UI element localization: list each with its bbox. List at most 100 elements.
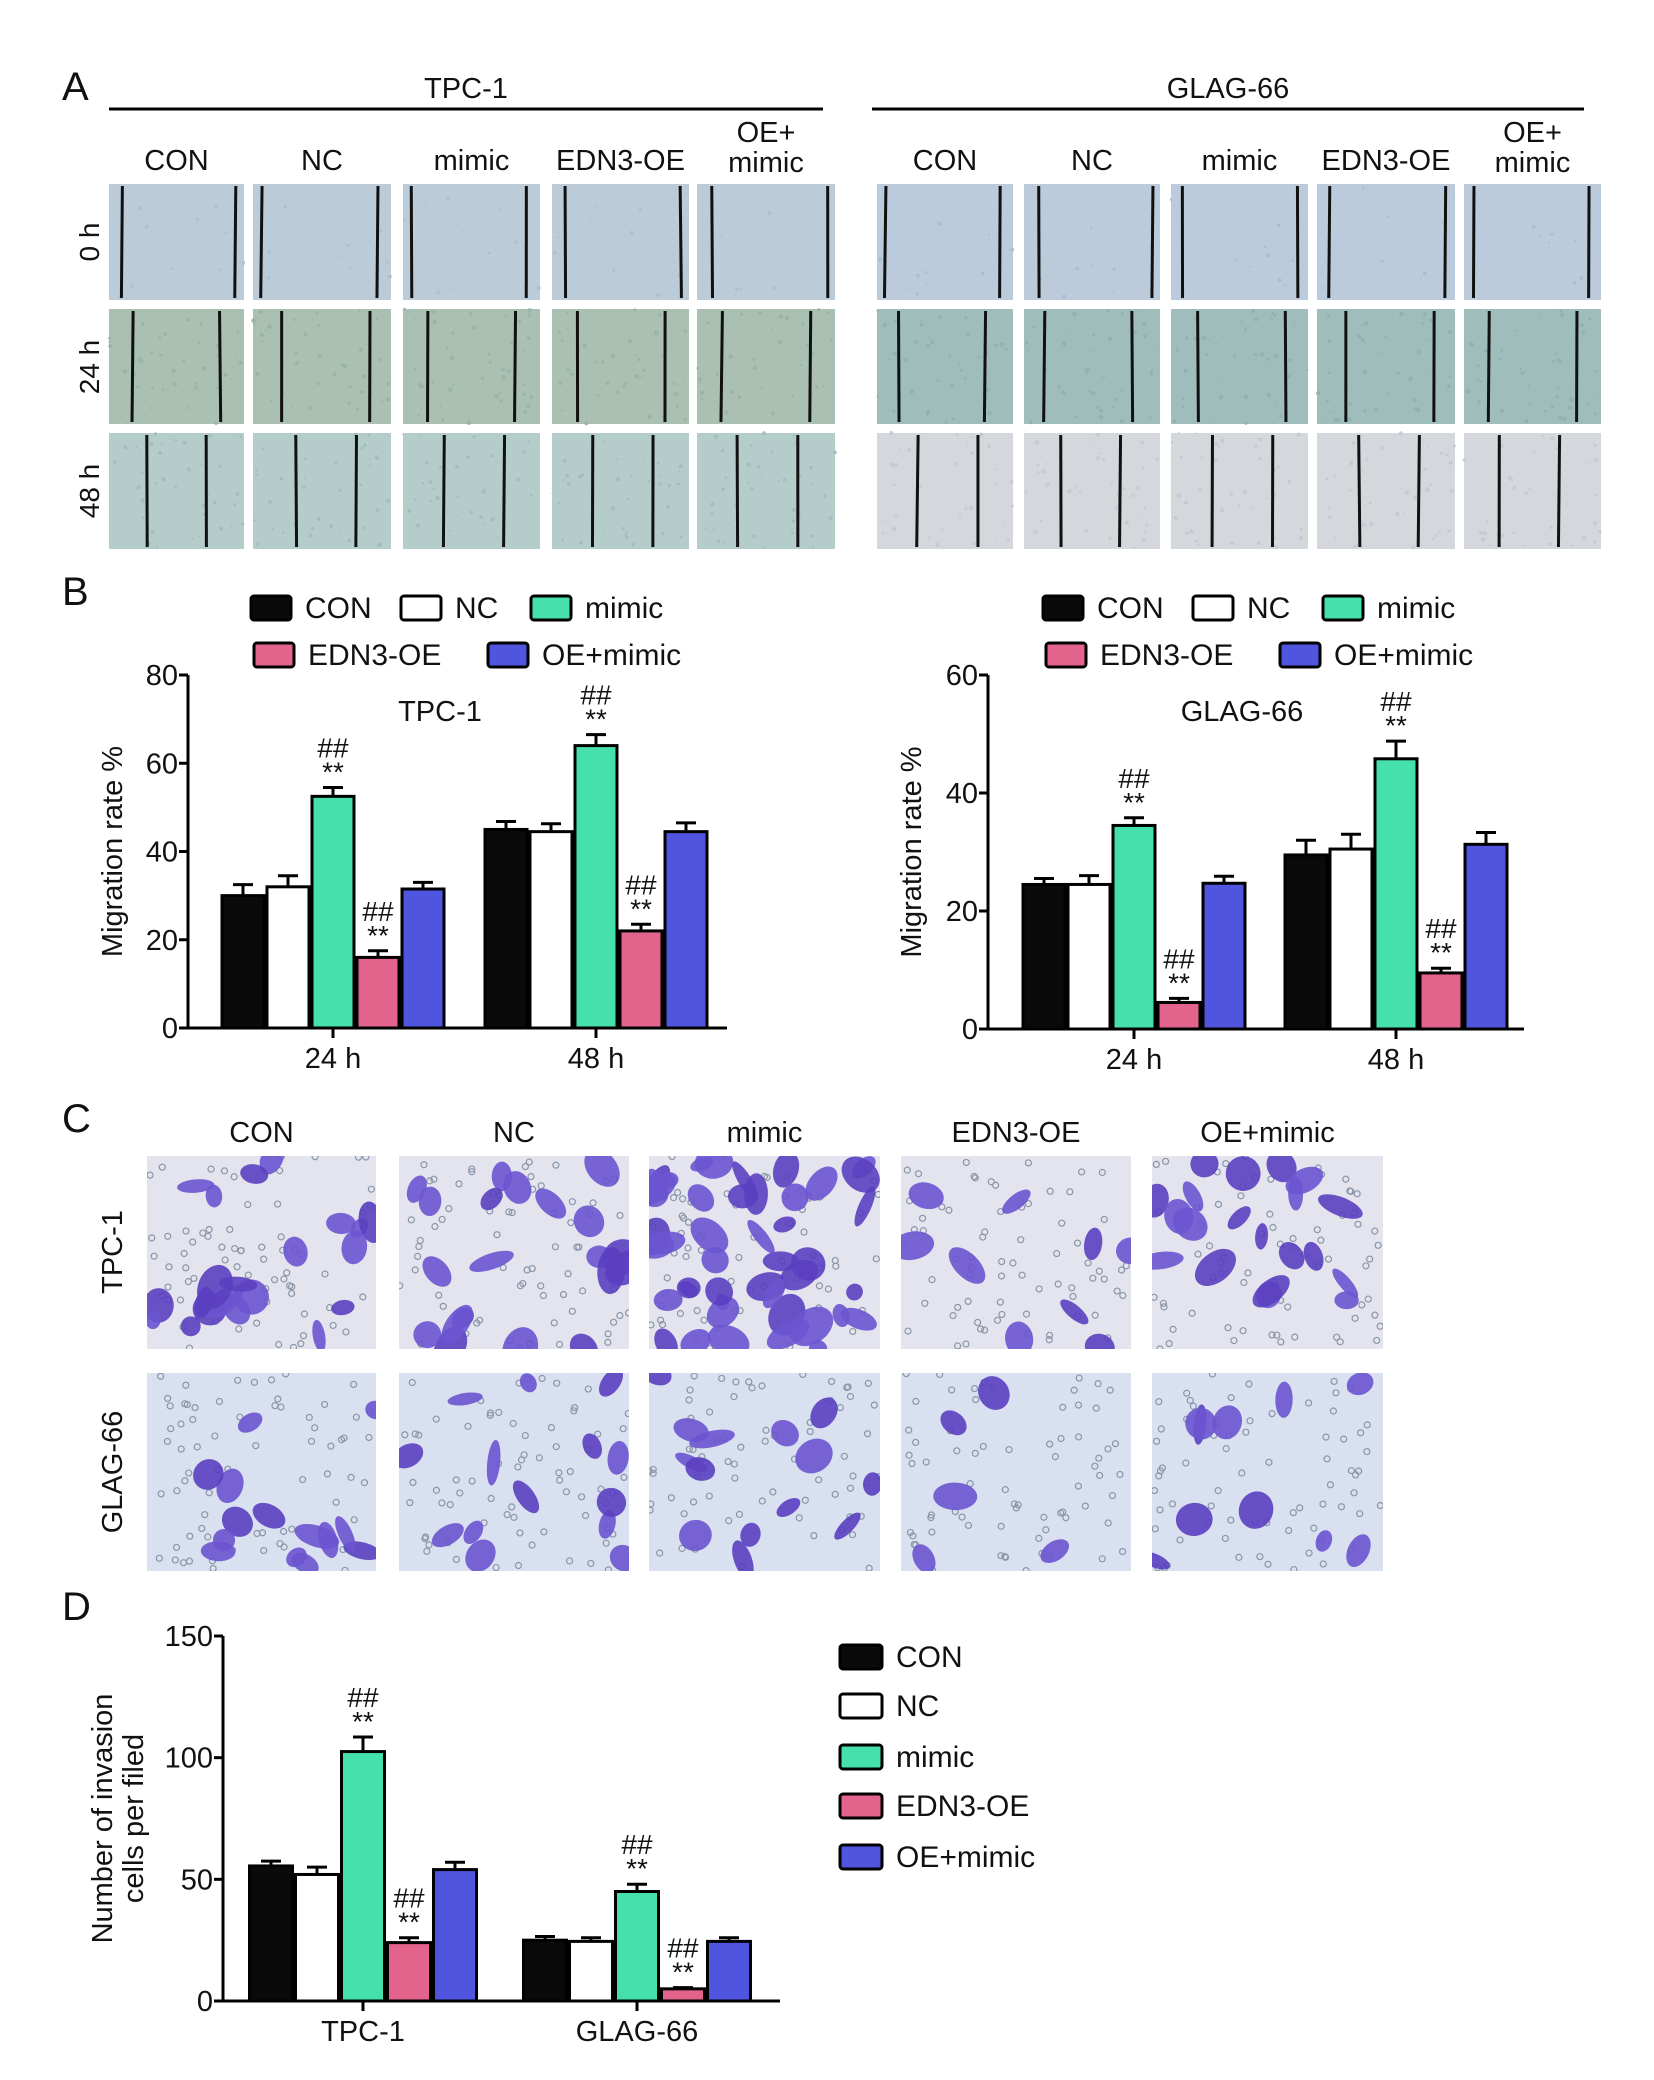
legend-swatch	[838, 1792, 884, 1820]
panel-label-c: C	[62, 1097, 91, 1141]
wound-micrograph	[403, 307, 540, 425]
bar-con	[1283, 853, 1329, 1031]
legend-label: EDN3-OE	[308, 639, 441, 672]
wound-micrograph	[551, 433, 689, 549]
group-header: OE+ mimic	[1495, 117, 1571, 179]
wound-micrograph	[1170, 432, 1308, 550]
legend-swatch	[1044, 641, 1088, 669]
panel-label-b: B	[62, 570, 89, 614]
transwell-micrograph	[1152, 1156, 1383, 1349]
bar-nc	[568, 1939, 614, 2003]
significance-mark: ## **	[393, 1883, 425, 1938]
y-tick-label: 50	[181, 1864, 213, 1896]
wound-edge-line	[1150, 185, 1155, 299]
wound-micrograph	[109, 432, 245, 549]
bar-mimic	[340, 1750, 386, 2003]
legend-label: OE+mimic	[1334, 639, 1473, 672]
wound-edge-line	[513, 310, 518, 423]
transwell-row-label: GLAG-66	[97, 1411, 129, 1534]
wound-micrograph	[253, 184, 392, 300]
transwell-micrograph	[901, 1156, 1131, 1349]
legend-swatch	[838, 1743, 884, 1771]
wound-micrograph	[1317, 431, 1456, 549]
wound-edge-line	[1416, 434, 1421, 548]
legend-swatch	[838, 1643, 884, 1671]
transwell-row-label: TPC-1	[97, 1210, 129, 1294]
transwell-micrograph	[147, 1156, 376, 1349]
bar-con	[483, 827, 529, 1030]
y-tick-label: 0	[162, 1013, 178, 1045]
transwell-column-header: mimic	[727, 1117, 803, 1149]
wound-edge-line	[233, 185, 238, 299]
panel-c-transwell: CON NC mimic EDN3-OE OE+mimic TPC-1 GLAG-66	[97, 1117, 1383, 1571]
wound-edge-line	[1486, 310, 1491, 423]
wound-edge-line	[1042, 310, 1047, 423]
x-tick-label: GLAG-66	[576, 2016, 699, 2048]
wound-edge-line	[130, 310, 135, 423]
bar-mimic	[614, 1890, 660, 2003]
wound-edge-line	[259, 185, 264, 299]
wound-edge-line	[808, 310, 813, 423]
y-tick-label: 80	[146, 660, 178, 692]
group-header: CON	[144, 145, 208, 177]
wound-edge-line	[441, 434, 446, 548]
group-header: EDN3-OE	[556, 145, 685, 177]
wound-micrograph	[877, 184, 1015, 300]
y-tick-label: 40	[946, 778, 978, 810]
wound-micrograph	[1024, 309, 1160, 425]
legend-label: NC	[455, 592, 498, 625]
legend-label: EDN3-OE	[1100, 639, 1233, 672]
wound-edge-line	[1130, 310, 1135, 423]
legend-label: CON	[1097, 592, 1164, 625]
wound-micrograph	[251, 309, 391, 424]
panel-label-a: A	[62, 65, 89, 109]
legend-label: mimic	[1377, 592, 1455, 625]
group-header: NC	[301, 145, 343, 177]
wound-edge-line	[354, 434, 358, 548]
bar-edn3-oe	[355, 955, 401, 1030]
y-tick-label: 20	[146, 925, 178, 957]
wound-micrograph	[1464, 309, 1601, 424]
chart-migration-tpc1: 0 20 40 60 80 Migration rate % TPC-1 24 h ## ** ##…	[97, 592, 727, 1075]
legend-item: CON	[838, 1641, 963, 1674]
bar-oe-mimic	[706, 1939, 752, 2003]
transwell-micrograph	[649, 1373, 880, 1571]
time-label: 24 h	[74, 340, 105, 395]
wound-edge-line	[982, 310, 988, 423]
wound-edge-line	[119, 185, 124, 299]
legend-swatch	[1191, 594, 1235, 622]
legend-label: OE+mimic	[896, 1841, 1035, 1874]
legend-swatch	[529, 594, 573, 622]
wound-micrograph	[1462, 433, 1602, 549]
wound-edge-line	[218, 310, 223, 423]
group-header: OE+ mimic	[728, 117, 804, 179]
wound-micrograph	[1169, 184, 1308, 300]
significance-mark: ## **	[317, 733, 349, 788]
wound-edge-line	[1443, 185, 1448, 299]
legend-label: OE+mimic	[542, 639, 681, 672]
bar-nc	[1328, 847, 1374, 1031]
time-label: 48 h	[74, 464, 105, 519]
bar-edn3-oe	[660, 1987, 706, 2003]
significance-mark: ## **	[667, 1933, 699, 1988]
y-tick-label: 0	[197, 1986, 213, 2018]
wound-edge-line	[1556, 434, 1562, 548]
wound-micrograph	[697, 184, 835, 300]
wound-micrograph	[1316, 309, 1455, 424]
bar-con	[522, 1938, 568, 2003]
group-header: mimic	[1202, 145, 1278, 177]
cell-line-title: GLAG-66	[1167, 73, 1290, 105]
wound-edge-line	[710, 185, 715, 299]
legend-item: NC	[399, 592, 498, 625]
significance-mark: ## **	[1425, 913, 1457, 968]
group-header: mimic	[434, 145, 510, 177]
bar-con	[1021, 882, 1067, 1031]
x-tick-label: 24 h	[305, 1043, 361, 1075]
wound-edge-line	[915, 434, 920, 548]
legend-item: CON	[1041, 592, 1164, 625]
y-axis-label: Migration rate %	[896, 746, 928, 957]
wound-edge-line	[502, 434, 507, 548]
bar-nc	[265, 885, 311, 1030]
wound-edge-line	[678, 185, 683, 299]
legend-item: mimic	[838, 1741, 974, 1774]
